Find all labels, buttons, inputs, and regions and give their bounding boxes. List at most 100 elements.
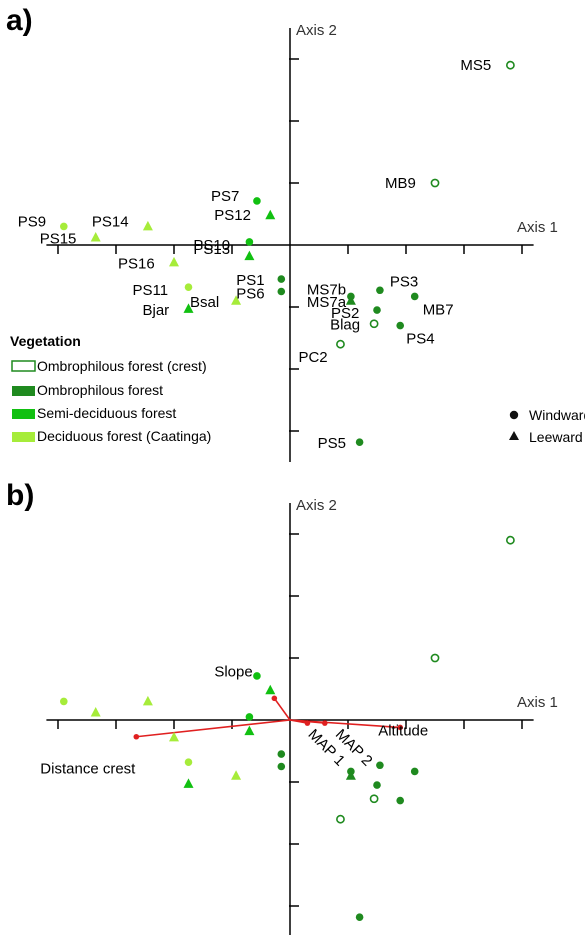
point-blag: [369, 319, 379, 329]
point-ps13: [244, 250, 255, 261]
point-ps3: [376, 286, 384, 295]
vector-slope: [273, 697, 291, 721]
point-ms5: [505, 60, 515, 70]
point-ps15: [90, 707, 101, 717]
panel-a-axis1-label: Axis 1: [517, 219, 558, 236]
point-ps5: [355, 913, 364, 921]
legend-item-leeward: Leeward: [529, 429, 583, 445]
legend-swatch-crest: [11, 360, 36, 372]
legend-windward-symbol: [509, 410, 519, 420]
legend: Vegetation Ombrophilous forest (crest) O…: [10, 333, 585, 445]
point-mb9: [430, 653, 440, 663]
label-ps12: PS12: [214, 207, 251, 224]
label-mb9: MB9: [385, 175, 416, 192]
legend-swatch-deciduous: [12, 432, 35, 442]
point-ms5: [505, 535, 515, 545]
legend-item-ombrophilous: Ombrophilous forest: [37, 382, 163, 398]
vector-label-altitude: Altitude: [378, 722, 428, 739]
legend-item-semi-deciduous: Semi-deciduous forest: [37, 405, 176, 421]
vector-tip-slope: [271, 695, 278, 702]
legend-swatch-ombrophilous: [12, 386, 35, 396]
point-ps16: [169, 731, 179, 742]
legend-item-deciduous: Deciduous forest (Caatinga): [37, 428, 211, 444]
point-ps2: [373, 306, 381, 314]
point-ps4: [396, 796, 405, 805]
point-ps7: [253, 197, 261, 205]
panel-a-axis2-label: Axis 2: [296, 22, 337, 39]
point-ps5: [355, 438, 364, 446]
legend-item-windward: Windward: [529, 407, 585, 423]
point-ps7: [253, 672, 261, 680]
legend-item-crest: Ombrophilous forest (crest): [37, 358, 207, 374]
label-ms7a: MS7a: [307, 294, 347, 311]
label-ms7b: MS7b: [307, 281, 346, 298]
point-ps6: [277, 287, 286, 296]
vector-tip-distance-crest: [133, 733, 140, 740]
point-ps12: [265, 684, 276, 695]
point-mb7: [410, 292, 419, 301]
panel-a-label: a): [6, 4, 33, 37]
vector-label-distance-crest: Distance crest: [40, 761, 136, 778]
point-ps14: [142, 695, 153, 706]
label-ps14: PS14: [92, 213, 129, 230]
label-ps5: PS5: [318, 435, 346, 452]
label-ps3: PS3: [390, 273, 418, 290]
label-ps4: PS4: [406, 331, 434, 348]
point-pc2: [336, 339, 345, 349]
point-ps9: [60, 222, 68, 231]
point-ps1: [277, 750, 286, 758]
label-ps7: PS7: [211, 188, 239, 205]
label-bsal: Bsal: [190, 294, 219, 311]
label-bjar: Bjar: [143, 302, 170, 319]
point-ps10: [245, 713, 254, 721]
label-ps2: PS2: [331, 305, 359, 322]
point-ps14: [142, 220, 153, 231]
point-ps1: [277, 275, 286, 283]
point-ps11: [184, 758, 193, 766]
point-ps2: [373, 781, 381, 789]
label-ps11: PS11: [133, 282, 169, 299]
point-bsal: [231, 770, 242, 780]
point-ps13: [244, 725, 255, 736]
point-ps12: [265, 209, 276, 220]
point-pc2: [336, 814, 345, 824]
panel-b-axis1-label: Axis 1: [517, 694, 558, 711]
point-ms7a: [345, 295, 356, 305]
legend-leeward-symbol: [509, 431, 519, 440]
label-mb7: MB7: [423, 301, 454, 318]
vector-tip-altitude: [397, 724, 404, 731]
label-ps15: PS15: [40, 231, 77, 248]
point-ms7a: [345, 770, 356, 780]
panel-b-label: b): [6, 479, 34, 512]
point-bjar: [183, 778, 194, 788]
label-ps9: PS9: [18, 213, 46, 230]
panel-b-axis2-label: Axis 2: [296, 497, 337, 514]
point-ps11: [184, 283, 193, 291]
point-bsal: [231, 295, 242, 305]
point-blag: [369, 794, 379, 804]
point-ps6: [277, 762, 286, 771]
point-ps4: [396, 321, 405, 330]
point-mb7: [410, 767, 419, 776]
point-ps9: [60, 697, 68, 706]
vector-label-slope: Slope: [214, 663, 252, 680]
label-pc2: PC2: [298, 349, 327, 366]
legend-swatch-semi-deciduous: [12, 409, 35, 419]
point-ps10: [245, 238, 254, 246]
point-ps15: [90, 232, 101, 242]
label-blag: Blag: [330, 317, 360, 334]
label-ps6: PS6: [236, 286, 264, 303]
label-ms5: MS5: [460, 57, 491, 74]
legend-title: Vegetation: [10, 333, 81, 349]
vector-distance-crest: [136, 719, 291, 738]
label-ps13: PS13: [193, 241, 230, 258]
vector-altitude: [289, 719, 401, 729]
label-ps16: PS16: [118, 255, 155, 272]
label-ps1: PS1: [236, 272, 264, 289]
point-ps3: [376, 761, 384, 770]
point-bjar: [183, 303, 194, 313]
point-mb9: [430, 178, 440, 188]
